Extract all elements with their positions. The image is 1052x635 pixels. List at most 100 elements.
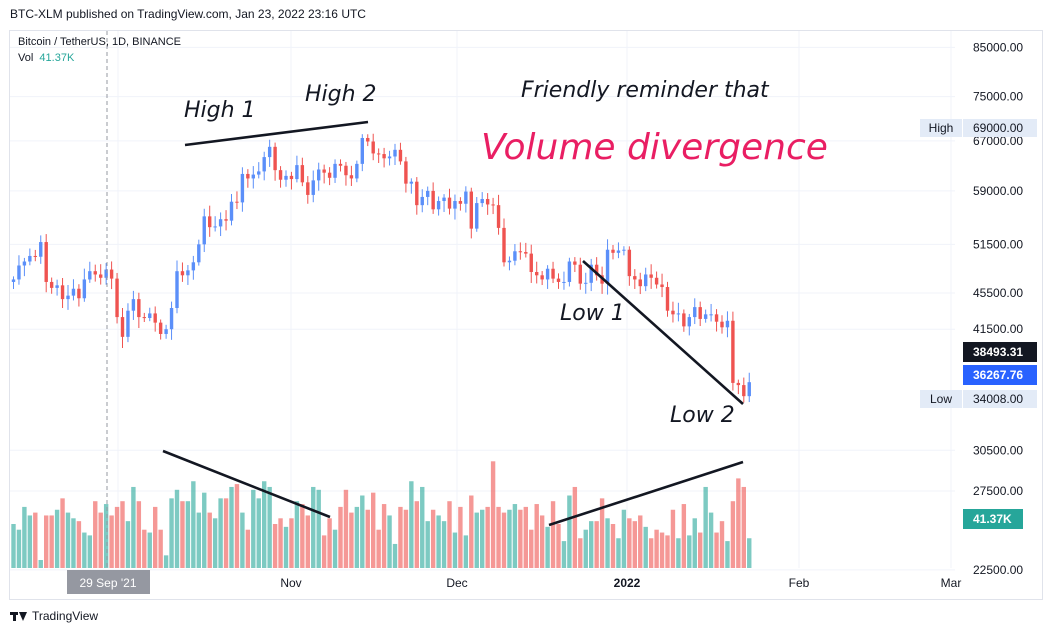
candle: [725, 320, 730, 328]
candle: [300, 165, 305, 183]
candle: [665, 287, 670, 311]
volume-bar: [692, 518, 697, 568]
volume-bar: [294, 501, 300, 568]
volume-bar: [529, 529, 534, 568]
volume-bar: [730, 501, 736, 568]
candle: [235, 201, 239, 203]
candle: [698, 307, 702, 319]
publish-info: BTC-XLM published on TradingView.com, Ja…: [10, 7, 366, 21]
volume-bar: [556, 524, 561, 568]
candle: [513, 251, 517, 261]
candle: [251, 174, 255, 179]
volume-bar: [229, 486, 234, 568]
candle: [169, 308, 174, 330]
volume-bar: [741, 486, 746, 568]
candle: [164, 329, 168, 334]
candle: [644, 274, 648, 287]
candle: [246, 173, 250, 179]
high-value-badge: [963, 119, 1037, 137]
candle: [208, 216, 212, 228]
volume-bar: [22, 506, 27, 568]
volume-bar: [142, 529, 147, 568]
volume-bar: [251, 489, 256, 568]
volume-bar: [38, 560, 43, 568]
tradingview-logo-icon: [10, 610, 28, 622]
time-tick-label: 2022: [614, 576, 641, 590]
price-tick-label: 22500.00: [973, 563, 1023, 577]
candle: [491, 204, 495, 206]
volume-bar: [387, 515, 392, 568]
volume-bar: [125, 521, 131, 568]
volume-bar: [725, 541, 730, 568]
volume-bar: [665, 535, 670, 568]
candle: [284, 175, 288, 180]
candle: [507, 260, 512, 263]
candle: [447, 197, 452, 209]
label-reminder: Friendly reminder that: [521, 78, 770, 103]
volume-bar: [681, 504, 687, 568]
volume-bar: [501, 512, 507, 568]
volume-bar: [485, 506, 490, 568]
volume-bar: [643, 526, 648, 568]
candle: [131, 299, 136, 311]
volume-bar: [392, 543, 398, 568]
footer-brand[interactable]: TradingView: [10, 609, 98, 623]
volume-bar: [278, 518, 283, 568]
candle: [616, 250, 621, 253]
candle: [218, 219, 223, 227]
volume-bar: [180, 501, 185, 568]
candle: [420, 196, 424, 206]
candle: [676, 313, 681, 315]
volume-bar: [147, 532, 152, 568]
candle: [44, 242, 48, 282]
candle: [22, 261, 27, 266]
candle: [736, 382, 741, 386]
candle: [404, 161, 408, 184]
volume-bar: [76, 521, 82, 568]
volume-bar: [714, 532, 719, 568]
volume-bar: [452, 532, 458, 568]
candle: [191, 262, 196, 271]
volume-bar: [447, 501, 452, 568]
volume-bar: [332, 529, 338, 568]
candle: [311, 180, 315, 195]
volume-bar: [343, 489, 349, 568]
candle: [366, 137, 370, 142]
volume-bar: [398, 506, 403, 568]
volume-bar: [120, 501, 125, 568]
volume-bar: [321, 535, 327, 568]
volume-bar: [719, 521, 725, 568]
volume-bar: [381, 504, 387, 568]
chart-frame[interactable]: [9, 30, 1043, 600]
volume-bar: [545, 526, 550, 568]
volume-bar: [469, 495, 474, 568]
price-tick-label: 67000.00: [973, 134, 1023, 148]
volume-bar: [490, 461, 496, 568]
candle: [33, 255, 37, 257]
volume-bar: [169, 498, 174, 568]
time-tick-label: Nov: [280, 576, 301, 590]
volume-bar: [87, 535, 92, 568]
volume-bar: [589, 521, 594, 568]
candle: [213, 226, 217, 228]
volume-bar: [365, 509, 370, 568]
volume-bar: [616, 538, 621, 568]
crosshair-date-badge: [67, 570, 150, 594]
last-close-badge: [963, 342, 1037, 362]
candle: [327, 172, 332, 178]
volume-bar: [561, 541, 567, 568]
volume-bar: [349, 512, 354, 568]
volume-bar: [594, 521, 599, 568]
volume-bar: [578, 538, 583, 568]
candle: [115, 278, 119, 318]
volume-bar: [496, 506, 501, 568]
candle: [747, 382, 751, 397]
volume-bar: [599, 498, 605, 568]
volume-bar: [207, 512, 212, 568]
price-tick-label: 30500.00: [973, 443, 1023, 457]
candle: [720, 321, 724, 328]
candle: [426, 190, 430, 197]
volume-bar: [747, 538, 752, 568]
volume-bar: [583, 529, 588, 568]
